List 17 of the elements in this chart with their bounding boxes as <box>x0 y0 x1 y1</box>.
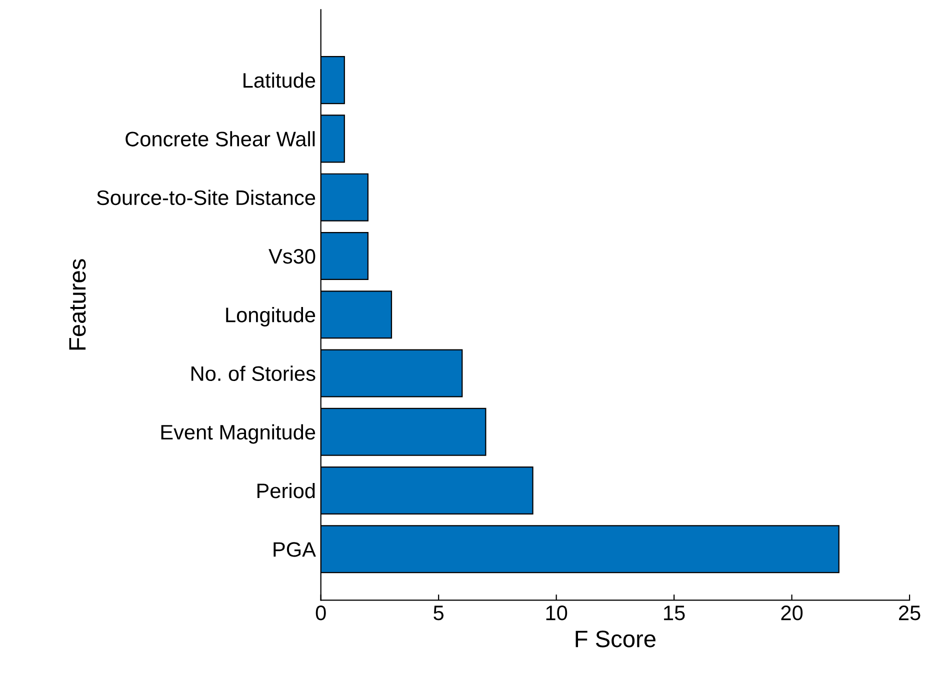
x-tick-label: 0 <box>316 606 326 620</box>
x-axis-title: F Score <box>576 630 656 648</box>
y-tick-label: Vs30 <box>268 248 316 264</box>
y-tick-label: Concrete Shear Wall <box>126 131 315 146</box>
x-tick-label: 20 <box>781 606 803 620</box>
y-tick-label: Source-to-Site Distance <box>96 190 316 206</box>
y-tick-label: No. of Stories <box>191 366 316 381</box>
y-tick-label: Event Magnitude <box>161 424 316 444</box>
x-tick-label: 25 <box>899 606 920 620</box>
x-tick-label: 15 <box>664 606 685 620</box>
y-tick-label: Latitude <box>244 72 316 88</box>
y-tick-label: PGA <box>274 542 316 557</box>
y-tick-label: Period <box>257 482 315 498</box>
y-tick-label: Longitude <box>226 307 316 326</box>
x-tick-label: 5 <box>434 606 444 620</box>
x-tick-label: 10 <box>546 606 568 620</box>
y-axis-title: Features <box>69 259 86 350</box>
